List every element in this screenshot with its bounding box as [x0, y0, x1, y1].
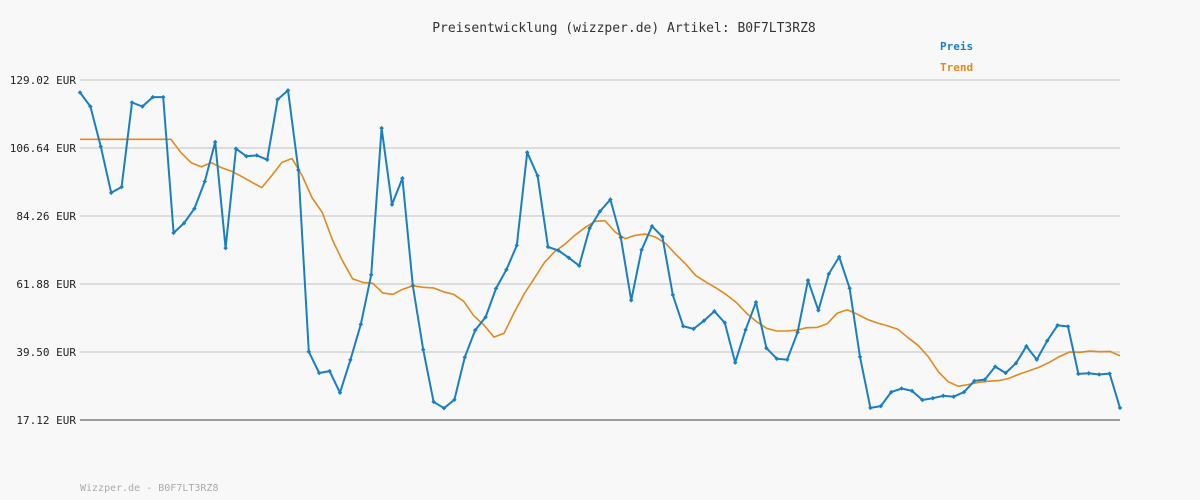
data-point-preis: [327, 368, 332, 374]
data-point-preis: [951, 394, 956, 399]
data-point-preis: [982, 377, 988, 382]
y-tick-label: 39.50 EUR: [16, 346, 76, 359]
data-point-preis: [504, 267, 509, 272]
data-point-preis: [1055, 323, 1060, 328]
data-point-preis: [1013, 360, 1019, 366]
data-point-preis: [628, 298, 634, 303]
data-point-preis: [972, 378, 977, 384]
data-point-preis: [98, 144, 104, 149]
series-layer: [77, 88, 1123, 411]
data-point-preis: [680, 323, 686, 329]
y-tick-label: 84.26 EUR: [16, 210, 76, 223]
data-point-preis: [493, 286, 499, 291]
data-point-preis: [576, 263, 582, 268]
footer-text: Wizzper.de - B0F7LT3RZ8: [80, 483, 218, 494]
data-point-preis: [992, 364, 998, 369]
data-point-preis: [961, 389, 967, 395]
y-tick-label: 17.12 EUR: [16, 414, 76, 427]
data-point-preis: [1003, 370, 1008, 376]
data-point-preis: [452, 397, 457, 402]
data-point-preis: [1117, 405, 1123, 411]
y-tick-label: 106.64 EUR: [10, 142, 77, 155]
y-tick-label: 129.02 EUR: [10, 74, 77, 87]
data-point-preis: [743, 327, 748, 333]
data-point-preis: [119, 184, 124, 190]
series-line-preis: [79, 89, 1121, 410]
data-point-preis: [337, 390, 343, 395]
data-point-preis: [1024, 343, 1029, 349]
data-point-preis: [431, 399, 436, 405]
data-point-preis: [1065, 324, 1071, 329]
legend-preis: Preis: [940, 40, 973, 53]
data-point-preis: [774, 356, 780, 361]
data-point-preis: [805, 278, 811, 283]
data-point-preis: [566, 255, 572, 261]
data-point-preis: [847, 285, 852, 291]
data-point-preis: [306, 349, 312, 354]
data-point-preis: [400, 175, 405, 181]
data-point-preis: [77, 90, 83, 95]
data-point-preis: [358, 322, 364, 327]
data-point-preis: [441, 405, 447, 411]
data-point-preis: [108, 190, 114, 196]
data-point-preis: [940, 393, 946, 399]
data-point-preis: [140, 104, 145, 109]
series-line-trend: [80, 138, 1121, 388]
data-point-preis: [1076, 371, 1081, 377]
data-point-preis: [732, 360, 738, 365]
data-point-preis: [472, 327, 478, 333]
data-point-preis: [368, 272, 374, 278]
data-point-preis: [795, 330, 800, 335]
data-point-preis: [878, 403, 884, 409]
data-point-preis: [701, 318, 707, 323]
data-point-preis: [420, 347, 426, 352]
data-point-preis: [899, 386, 904, 391]
data-point-preis: [764, 345, 769, 351]
data-point-preis: [670, 292, 676, 298]
data-point-preis: [1107, 371, 1112, 376]
data-point-preis: [264, 157, 270, 162]
data-point-preis: [1096, 372, 1102, 377]
data-point-preis: [909, 388, 915, 394]
data-point-preis: [88, 104, 93, 109]
data-point-preis: [722, 320, 728, 326]
y-axis-ticks: 129.02 EUR 106.64 EUR 84.26 EUR 61.88 EUR 39…: [10, 74, 77, 427]
data-point-preis: [1086, 371, 1092, 376]
data-point-preis: [920, 397, 925, 403]
data-point-preis: [483, 314, 488, 320]
data-point-preis: [930, 395, 936, 401]
data-point-preis: [868, 405, 873, 411]
data-point-preis: [888, 389, 894, 395]
data-point-preis: [212, 139, 218, 145]
data-point-preis: [410, 283, 416, 288]
grid-lines: [80, 79, 1120, 421]
data-point-preis: [816, 308, 821, 313]
data-point-preis: [857, 354, 863, 360]
data-point-preis: [826, 271, 832, 277]
data-point-preis: [753, 299, 759, 305]
data-point-preis: [1044, 338, 1050, 344]
data-point-preis: [316, 370, 322, 376]
y-tick-label: 61.88 EUR: [16, 278, 76, 291]
data-point-preis: [379, 125, 384, 131]
data-point-preis: [160, 94, 166, 100]
legend-trend: Trend: [940, 61, 973, 74]
data-point-preis: [462, 354, 468, 360]
data-point-preis: [348, 357, 353, 363]
data-point-preis: [784, 357, 790, 362]
chart-title: Preisentwicklung (wizzper.de) Artikel: B…: [432, 21, 816, 36]
data-point-preis: [712, 309, 717, 314]
data-point-preis: [691, 326, 696, 332]
data-point-preis: [223, 245, 228, 251]
